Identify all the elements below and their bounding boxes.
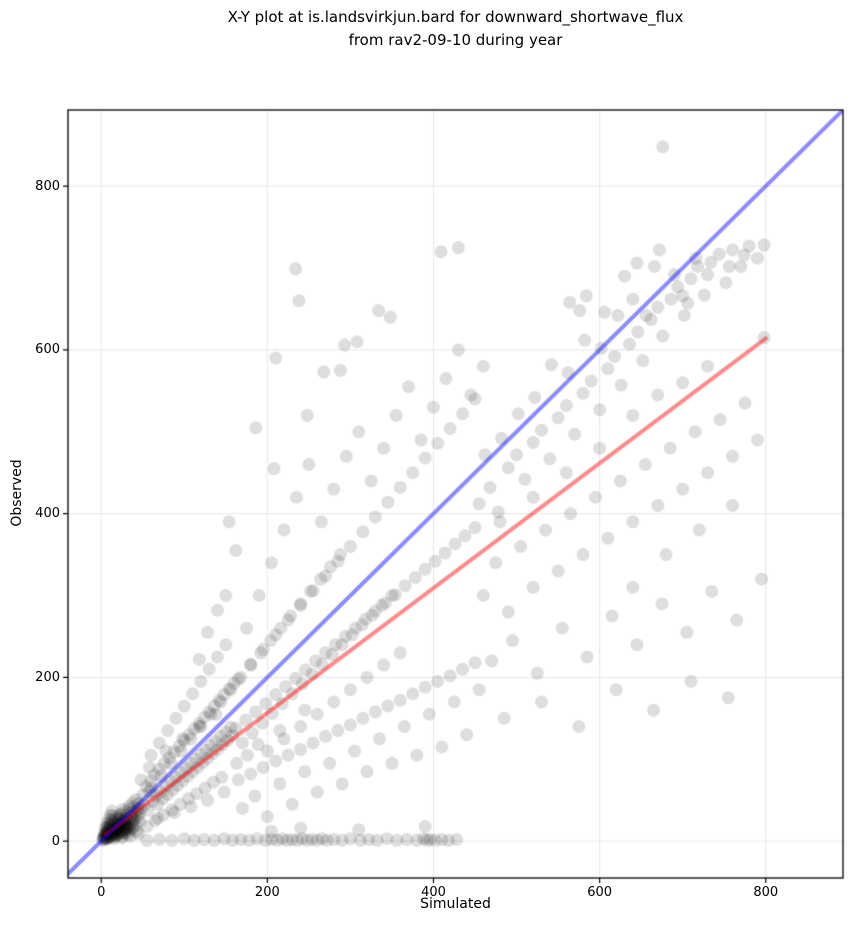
y-tick-label: 0 bbox=[51, 833, 60, 849]
y-tick-label: 600 bbox=[35, 342, 60, 358]
y-tick-label: 200 bbox=[35, 669, 60, 685]
x-tick-label: 200 bbox=[254, 885, 280, 900]
y-tick-label: 800 bbox=[35, 178, 60, 194]
x-tick-label: 600 bbox=[587, 885, 613, 900]
chart-title-line2: from rav2-09-10 during year bbox=[348, 31, 563, 49]
x-axis-label: Simulated bbox=[420, 896, 491, 912]
x-tick-label: 400 bbox=[421, 885, 446, 900]
x-tick-label: 0 bbox=[97, 885, 106, 900]
y-tick-label: 400 bbox=[35, 506, 60, 522]
x-tick-label: 800 bbox=[753, 885, 779, 900]
chart-title-line1: X-Y plot at is.landsvirkjun.bard for dow… bbox=[227, 8, 684, 26]
